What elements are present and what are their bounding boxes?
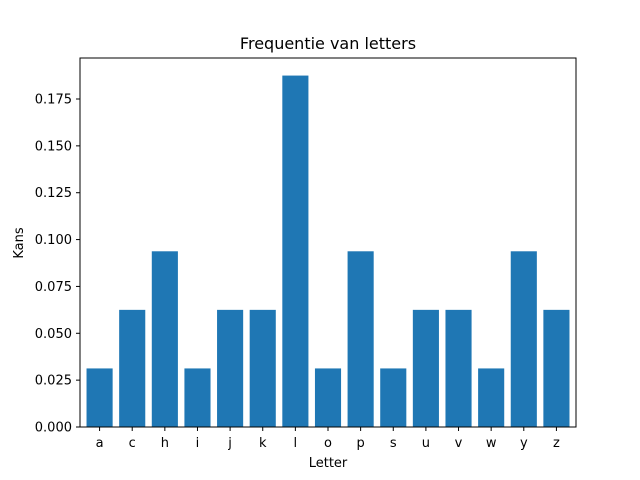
bar-k [249, 309, 276, 427]
y-tick-label: 0.050 [35, 327, 72, 342]
y-tick-label: 0.075 [35, 280, 72, 295]
x-tick-label: i [196, 436, 200, 451]
bar-z [543, 309, 570, 427]
y-tick-label: 0.025 [35, 374, 72, 389]
x-tick-label: l [294, 436, 298, 451]
plot-frame [79, 57, 577, 428]
x-tick-label: o [324, 436, 332, 451]
x-tick-label: p [356, 436, 364, 451]
bar-a [86, 368, 113, 427]
bar-u [412, 309, 439, 427]
bar-i [184, 368, 211, 427]
y-tick-label: 0.125 [35, 186, 72, 201]
bar-v [445, 309, 472, 427]
y-tick-label: 0.150 [35, 139, 72, 154]
bar-w [478, 368, 505, 427]
x-tick-label: c [129, 436, 136, 451]
x-tick-label: v [455, 436, 463, 451]
bar-p [347, 251, 374, 427]
y-tick-label: 0.100 [35, 233, 72, 248]
y-tick-label: 0.175 [35, 93, 72, 108]
x-tick-label: k [259, 436, 267, 451]
bar-o [314, 368, 342, 427]
x-tick-label: w [486, 436, 497, 451]
x-tick-label: s [390, 436, 397, 451]
chart-title: Frequentie van letters [240, 34, 416, 53]
bar-y [510, 251, 537, 427]
bar-c [119, 309, 146, 427]
x-tick-label: h [161, 436, 169, 451]
bar-s [380, 368, 407, 427]
bar-j [217, 309, 244, 427]
y-axis-ticks: 0.000 0.025 0.050 0.075 0.100 0.125 0.150 0.175 [35, 93, 80, 436]
x-tick-label: y [520, 436, 528, 451]
x-tick-label: a [96, 436, 104, 451]
bars-group [86, 75, 570, 427]
x-axis-label: Letter [309, 456, 348, 471]
y-axis-label: Kans [12, 227, 27, 259]
x-tick-label: u [422, 436, 430, 451]
y-tick-label: 0.000 [35, 421, 72, 436]
x-tick-label: z [553, 436, 560, 451]
bar-h [151, 251, 178, 427]
bar-l [282, 75, 309, 427]
x-tick-label: j [227, 436, 232, 451]
